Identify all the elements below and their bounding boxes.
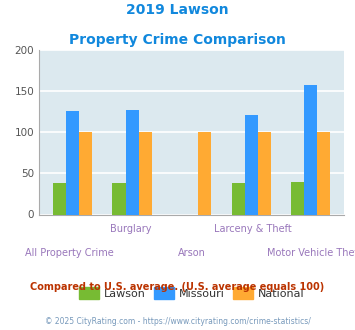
Text: Motor Vehicle Theft: Motor Vehicle Theft (267, 248, 355, 257)
Bar (79, 132, 92, 214)
Bar (126, 110, 139, 214)
Bar (304, 85, 317, 214)
Text: Burglary: Burglary (110, 224, 151, 234)
Text: © 2025 CityRating.com - https://www.cityrating.com/crime-statistics/: © 2025 CityRating.com - https://www.city… (45, 317, 310, 326)
Bar (317, 132, 331, 214)
Bar (53, 183, 66, 214)
Text: Property Crime Comparison: Property Crime Comparison (69, 33, 286, 47)
Bar (113, 183, 126, 214)
Text: 2019 Lawson: 2019 Lawson (126, 3, 229, 17)
Bar (66, 112, 79, 214)
Text: Compared to U.S. average. (U.S. average equals 100): Compared to U.S. average. (U.S. average … (31, 282, 324, 292)
Bar (231, 183, 245, 214)
Bar (245, 115, 258, 214)
Bar (198, 132, 211, 214)
Text: Larceny & Theft: Larceny & Theft (214, 224, 292, 234)
Bar (139, 132, 152, 214)
Text: All Property Crime: All Property Crime (25, 248, 114, 257)
Bar (291, 182, 304, 215)
Bar (258, 132, 271, 214)
Legend: Lawson, Missouri, National: Lawson, Missouri, National (75, 283, 309, 303)
Text: Arson: Arson (178, 248, 206, 257)
